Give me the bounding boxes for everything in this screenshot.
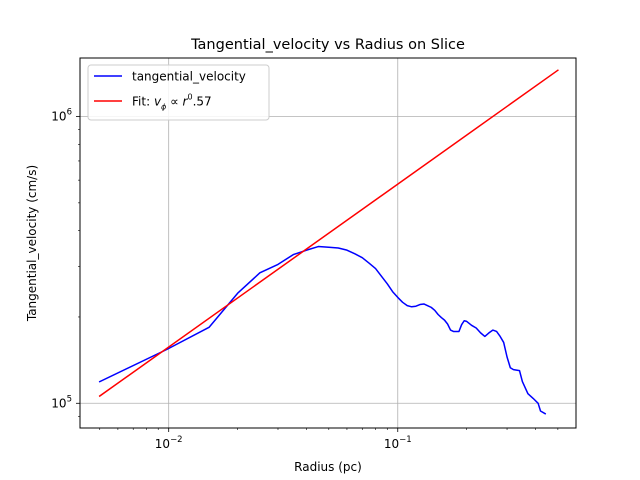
legend-label-tangential-velocity: tangential_velocity	[132, 70, 246, 84]
y-tick-label: 105	[51, 394, 72, 410]
legend-label-fit: Fit: vϕ ∝ r0.57	[132, 93, 212, 112]
legend-fit-relation: ∝	[166, 95, 182, 109]
legend-fit-v: v	[154, 95, 162, 109]
series-group	[98, 69, 559, 415]
x-axis-label: Radius (pc)	[294, 460, 362, 474]
y-tick-label-base: 10	[51, 110, 66, 124]
legend-fit-prefix: Fit:	[132, 95, 154, 109]
legend-fit-superscript: 0	[187, 93, 192, 102]
x-tick-label: 10−2	[155, 435, 183, 451]
legend-fit-r: r	[183, 95, 189, 109]
x-tick-label-base: 10	[155, 437, 170, 451]
x-tick-label-base: 10	[384, 437, 399, 451]
legend-fit-suffix: .57	[193, 95, 212, 109]
x-tick-label-exponent: −1	[399, 435, 412, 445]
y-axis-label: Tangential_velocity (cm/s)	[25, 165, 39, 322]
legend-fit-subscript: ϕ	[161, 103, 167, 112]
series-line-fit	[98, 69, 559, 398]
x-tick-label: 10−1	[384, 435, 412, 451]
y-tick-label-exponent: 5	[67, 394, 72, 404]
y-tick-label-exponent: 6	[67, 108, 72, 118]
series-line-tangential-velocity	[98, 245, 547, 415]
y-tick-label: 106	[51, 108, 72, 124]
legend-box	[87, 64, 270, 121]
chart-title: Tangential_velocity vs Radius on Slice	[190, 37, 465, 53]
legend: tangential_velocity Fit: vϕ ∝ r0.57	[87, 64, 270, 121]
axes-frame	[79, 57, 577, 429]
x-tick-label-exponent: −2	[170, 435, 183, 445]
y-tick-label-base: 10	[51, 396, 66, 410]
